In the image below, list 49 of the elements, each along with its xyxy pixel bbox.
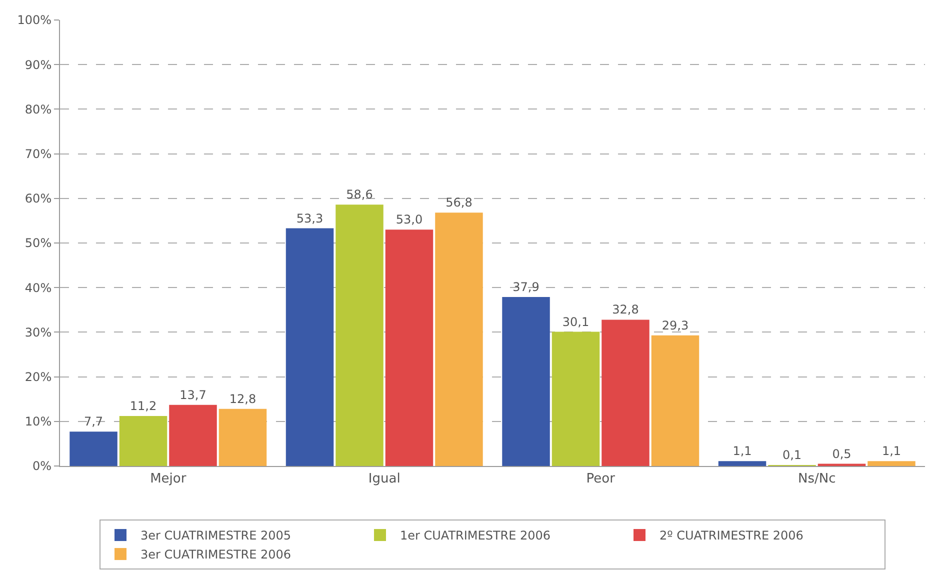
bar bbox=[435, 212, 483, 466]
y-tick-label: 90% bbox=[24, 58, 52, 72]
x-tick-label: Igual bbox=[368, 472, 400, 487]
data-label: 32,8 bbox=[612, 302, 639, 317]
y-tick-label: 10% bbox=[24, 414, 52, 429]
bar bbox=[218, 408, 267, 466]
bar bbox=[119, 416, 168, 466]
y-tick-label: 50% bbox=[24, 236, 52, 250]
y-tick-label: 0% bbox=[32, 459, 52, 474]
data-label: 0,5 bbox=[832, 446, 852, 461]
bar bbox=[718, 461, 766, 466]
data-label: 12,8 bbox=[229, 392, 256, 406]
data-label: 1,1 bbox=[732, 444, 752, 458]
bar bbox=[385, 230, 434, 466]
y-tick-label: 70% bbox=[24, 147, 52, 161]
bar bbox=[286, 228, 334, 466]
data-label: 0,1 bbox=[782, 448, 802, 462]
y-tick-label: 40% bbox=[24, 280, 52, 295]
bar bbox=[552, 332, 600, 466]
legend-label: 3er CUATRIMESTRE 2005 bbox=[140, 528, 292, 543]
bar bbox=[602, 320, 650, 466]
data-label: 30,1 bbox=[562, 314, 590, 329]
y-tick-label: 20% bbox=[24, 370, 52, 384]
legend-label: 1er CUATRIMESTRE 2006 bbox=[400, 528, 551, 543]
y-tick-label: 30% bbox=[24, 325, 52, 340]
data-label: 58,6 bbox=[346, 188, 373, 202]
bar bbox=[336, 204, 384, 466]
legend-label: 2º CUATRIMESTRE 2006 bbox=[660, 528, 804, 543]
data-label: 7,7 bbox=[84, 414, 104, 429]
bar bbox=[169, 404, 217, 466]
data-label: 53,0 bbox=[396, 212, 423, 227]
y-tick-label: 60% bbox=[24, 192, 52, 206]
bar bbox=[70, 432, 118, 466]
x-tick-label: Ns/Nc bbox=[798, 472, 836, 487]
legend-label: 3er CUATRIMESTRE 2006 bbox=[140, 548, 292, 562]
data-label: 56,8 bbox=[446, 196, 472, 210]
data-label: 13,7 bbox=[180, 388, 206, 402]
data-label: 53,3 bbox=[296, 211, 324, 226]
y-tick-label: 80% bbox=[24, 102, 52, 116]
y-tick-label: 100% bbox=[17, 13, 52, 28]
data-label: 1,1 bbox=[882, 444, 902, 458]
bar bbox=[651, 335, 700, 466]
data-label: 11,2 bbox=[130, 399, 157, 414]
bar bbox=[868, 461, 916, 466]
data-label: 29,3 bbox=[662, 318, 689, 332]
bar bbox=[502, 296, 550, 466]
data-label: 37,9 bbox=[512, 280, 540, 294]
x-tick-label: Mejor bbox=[150, 472, 187, 487]
x-tick-label: Peor bbox=[586, 472, 616, 487]
